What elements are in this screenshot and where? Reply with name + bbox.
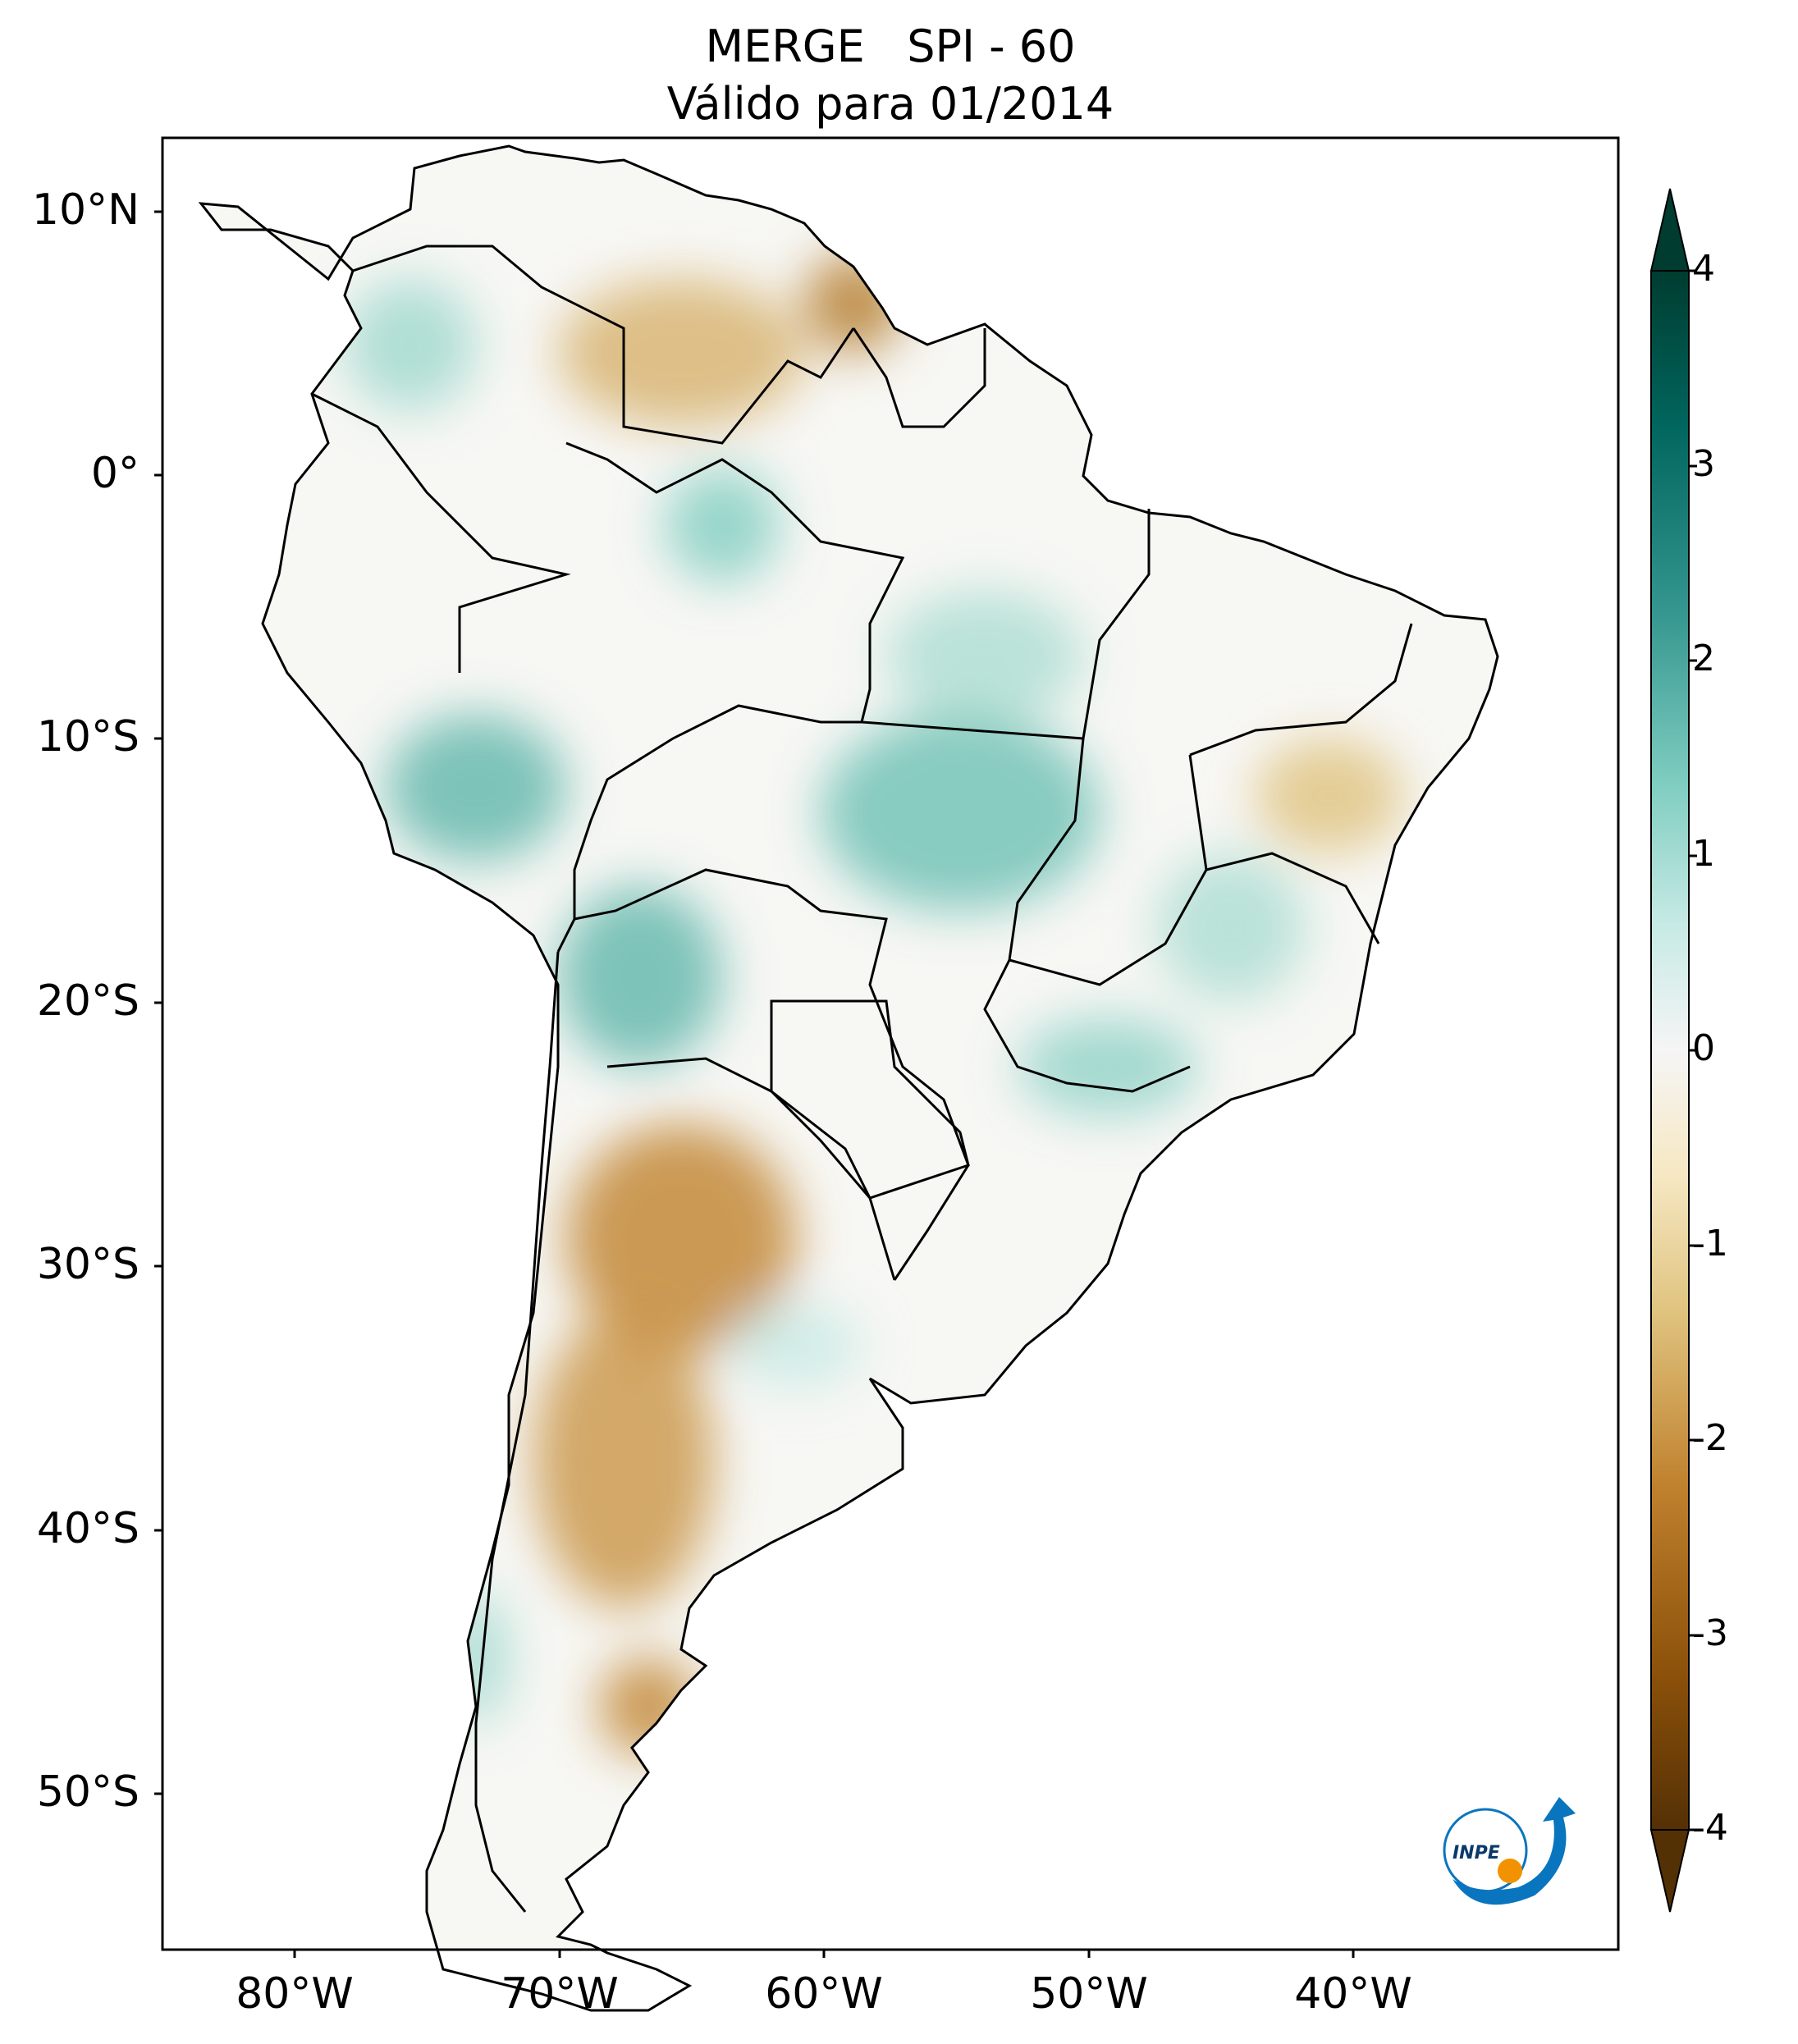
- inpe-logo-sun: [1498, 1859, 1522, 1883]
- wet-anomaly-para: [886, 591, 1083, 722]
- border-brazil-states-4: [1189, 623, 1413, 757]
- border-brazil-south: [574, 868, 970, 1281]
- wet-anomaly-uruguay-area: [730, 1305, 862, 1387]
- spi-field: [345, 254, 1403, 1756]
- lat-label-10n: 10°N: [31, 185, 140, 235]
- lon-label-60w: 60°W: [765, 1969, 883, 2019]
- border-paraguay: [770, 999, 970, 1200]
- lat-label-20s: 20°S: [36, 976, 140, 1026]
- lat-label-50s: 50°S: [36, 1767, 140, 1817]
- lon-label-50w: 50°W: [1030, 1969, 1148, 2019]
- border-argentina-chile: [474, 951, 560, 1913]
- dry-anomaly-argentina-central: [533, 1313, 714, 1608]
- cb-label-4: 4: [1692, 248, 1715, 290]
- wet-anomaly-colombia: [345, 279, 476, 410]
- colorbar: [1649, 188, 1690, 1913]
- border-argentina-north: [606, 1057, 896, 1281]
- colorbar-top-extension: [1649, 188, 1690, 272]
- lat-label-30s: 30°S: [36, 1240, 140, 1289]
- lon-label-70w: 70°W: [501, 1969, 619, 2019]
- cb-label-2: 2: [1692, 638, 1715, 679]
- wet-anomaly-sao-paulo: [1018, 1017, 1198, 1116]
- cb-label-m1: -1: [1692, 1223, 1728, 1264]
- lat-label-10s: 10°S: [36, 712, 140, 761]
- map-frame: [161, 136, 1620, 1951]
- lon-label-40w: 40°W: [1294, 1969, 1412, 2019]
- country-borders: [199, 144, 1499, 2012]
- cb-label-0: 0: [1692, 1027, 1715, 1069]
- border-brazil-west: [556, 441, 905, 953]
- inpe-logo: INPE: [1443, 1797, 1576, 1905]
- cb-label-3: 3: [1692, 443, 1715, 485]
- map-ticks: [154, 210, 1355, 1958]
- border-guianas: [852, 327, 986, 428]
- border-brazil-states-2: [1008, 738, 1208, 986]
- title-line-2: Válido para 01/2014: [666, 78, 1114, 130]
- wet-anomaly-minas: [1157, 853, 1305, 1001]
- cb-label-m2: -2: [1692, 1417, 1728, 1459]
- wet-anomaly-bolivia: [558, 886, 722, 1067]
- colorbar-ticks: [1689, 269, 1697, 1831]
- lat-label-0: 0°: [90, 449, 140, 498]
- colorbar-gradient: [1651, 271, 1689, 1830]
- border-peru-colombia: [311, 392, 571, 673]
- lon-label-80w: 80°W: [236, 1969, 354, 2019]
- colorbar-bottom-extension: [1649, 1829, 1690, 1913]
- border-brazil-states-3: [983, 959, 1191, 1093]
- dry-anomaly-bahia: [1256, 738, 1403, 853]
- border-brazil-states-5: [1206, 852, 1380, 944]
- inpe-logo-text: INPE: [1453, 1843, 1500, 1863]
- map-title: MERGE SPI - 60 Válido para 01/2014: [162, 18, 1618, 133]
- title-line-1: MERGE SPI - 60: [705, 21, 1076, 72]
- dry-anomaly-argentina-north: [566, 1124, 796, 1354]
- dry-anomaly-venezuela: [558, 279, 804, 427]
- wet-anomaly-mato-grosso: [821, 714, 1100, 911]
- cb-label-1: 1: [1692, 833, 1715, 875]
- wet-anomaly-amazonas: [665, 468, 780, 583]
- border-venezuela: [352, 245, 855, 445]
- cb-label-m3: -3: [1692, 1612, 1728, 1654]
- wet-anomaly-peru: [386, 714, 566, 862]
- cb-label-m4: -4: [1692, 1807, 1728, 1849]
- border-brazil-states-1: [861, 509, 1151, 740]
- lat-label-40s: 40°S: [36, 1504, 140, 1553]
- inpe-logo-swoosh: [1453, 1797, 1576, 1905]
